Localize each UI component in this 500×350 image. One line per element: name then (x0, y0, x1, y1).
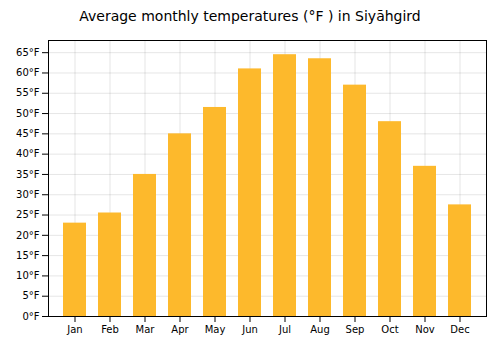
svg-text:Apr: Apr (171, 324, 189, 335)
svg-text:5°F: 5°F (22, 290, 39, 301)
svg-text:55°F: 55°F (16, 87, 40, 98)
svg-text:15°F: 15°F (16, 250, 40, 261)
svg-text:Aug: Aug (310, 324, 330, 335)
svg-text:Jun: Jun (241, 324, 258, 335)
svg-text:Oct: Oct (381, 324, 398, 335)
svg-text:50°F: 50°F (16, 108, 40, 119)
svg-text:Jul: Jul (278, 324, 291, 335)
svg-text:40°F: 40°F (16, 148, 40, 159)
svg-text:May: May (205, 324, 226, 335)
html-text:Average monthly temperatures (: Average monthly temperatures (°F ) in Si… (79, 8, 421, 24)
svg-text:10°F: 10°F (16, 270, 40, 281)
svg-text:60°F: 60°F (16, 67, 40, 78)
svg-text:0°F: 0°F (22, 311, 39, 322)
svg-text:20°F: 20°F (16, 230, 40, 241)
svg-text:25°F: 25°F (16, 209, 40, 220)
svg-text:Mar: Mar (136, 324, 156, 335)
svg-text:45°F: 45°F (16, 128, 40, 139)
svg-text:Nov: Nov (415, 324, 435, 335)
svg-text:Dec: Dec (450, 324, 469, 335)
svg-text:Sep: Sep (346, 324, 365, 335)
svg-text:Feb: Feb (101, 324, 119, 335)
svg-text:30°F: 30°F (16, 189, 40, 200)
svg-text:35°F: 35°F (16, 169, 40, 180)
svg-text:65°F: 65°F (16, 47, 40, 58)
svg-text:Jan: Jan (66, 324, 82, 335)
